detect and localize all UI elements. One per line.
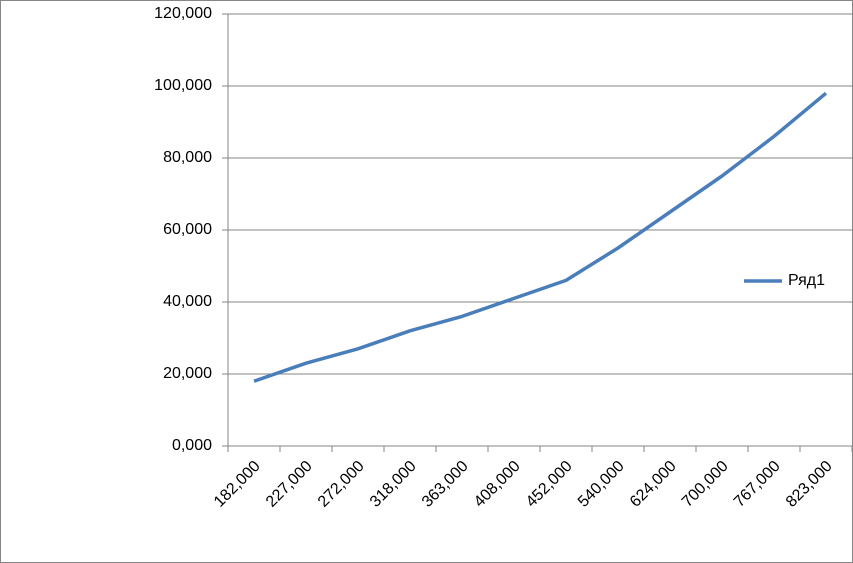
y-tick-label: 80,000 <box>163 149 212 166</box>
y-tick-label: 20,000 <box>163 365 212 382</box>
legend-label: Ряд1 <box>788 272 825 289</box>
y-tick-label: 120,000 <box>154 5 212 22</box>
y-tick-label: 100,000 <box>154 77 212 94</box>
line-series <box>253 91 828 383</box>
y-tick-label: 40,000 <box>163 293 212 310</box>
y-tick-label: 60,000 <box>163 221 212 238</box>
y-tick-label: 0,000 <box>172 437 212 454</box>
